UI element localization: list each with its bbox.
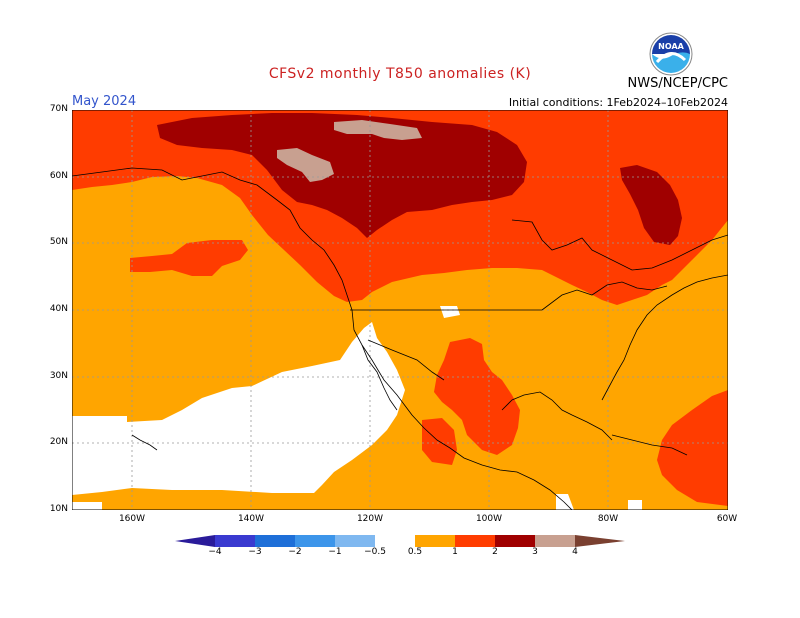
colorbar-seg-9 xyxy=(535,535,575,547)
agency-label: NWS/NCEP/CPC xyxy=(627,76,728,91)
lat-label-70n: 70N xyxy=(49,104,68,114)
colorbar-seg-3 xyxy=(295,535,335,547)
colorbar-label-4: 4 xyxy=(572,547,578,557)
colorbar-arrow-left xyxy=(175,535,215,547)
colorbar-seg-5 xyxy=(375,535,415,547)
colorbar-seg-6 xyxy=(415,535,455,547)
colorbar-label-1: 1 xyxy=(452,547,458,557)
lat-label-50n: 50N xyxy=(49,237,68,247)
lon-label-160w: 160W xyxy=(118,514,146,524)
map-title: CFSv2 monthly T850 anomalies (K) xyxy=(268,66,532,82)
colorbar-label-05: 0.5 xyxy=(407,547,423,557)
colorbar-label-neg3: −3 xyxy=(248,547,262,557)
anomaly-region-red-orange-caribbean xyxy=(657,390,728,506)
colorbar-label-neg1: −1 xyxy=(328,547,342,557)
noaa-logo-text: NOAA xyxy=(658,42,684,51)
anomaly-region-dark-red-labrador xyxy=(620,165,682,245)
colorbar-label-neg4: −4 xyxy=(208,547,222,557)
colorbar-arrow-right xyxy=(575,535,625,547)
colorbar-seg-4 xyxy=(335,535,375,547)
forecast-month: May 2024 xyxy=(72,94,137,109)
colorbar-seg-1 xyxy=(215,535,255,547)
lat-label-10n: 10N xyxy=(49,504,68,514)
colorbar-seg-7 xyxy=(455,535,495,547)
lat-label-40n: 40N xyxy=(49,304,68,314)
noaa-logo-icon: NOAA xyxy=(649,32,693,76)
lat-label-20n: 20N xyxy=(49,437,68,447)
anomaly-region-pink-brown-1 xyxy=(334,120,422,140)
anomaly-map xyxy=(72,110,728,510)
lon-label-60w: 60W xyxy=(716,514,738,524)
lon-label-120w: 120W xyxy=(356,514,384,524)
colorbar-label-2: 2 xyxy=(492,547,498,557)
anomaly-region-white-pacific-south xyxy=(72,502,102,510)
colorbar-label-3: 3 xyxy=(532,547,538,557)
anomaly-region-red-orange-pacific xyxy=(130,240,248,276)
lat-label-60n: 60N xyxy=(49,171,68,181)
anomaly-region-white-nevada xyxy=(440,306,460,318)
lon-label-80w: 80W xyxy=(597,514,619,524)
colorbar-seg-2 xyxy=(255,535,295,547)
colorbar-label-neg05: −0.5 xyxy=(364,547,386,557)
anomaly-region-white-colombia xyxy=(628,500,642,510)
anomaly-region-white-pacific xyxy=(72,322,405,495)
anomaly-region-red-orange-mexico xyxy=(434,338,520,455)
colorbar-seg-8 xyxy=(495,535,535,547)
anomaly-region-white-central-america xyxy=(556,494,574,510)
anomaly-region-dark-red-canada xyxy=(157,113,527,238)
anomaly-region-pink-brown-2 xyxy=(277,148,334,182)
lat-label-30n: 30N xyxy=(49,371,68,381)
colorbar-label-neg2: −2 xyxy=(288,547,302,557)
coastlines xyxy=(72,167,728,510)
colorbar xyxy=(175,535,625,547)
lon-label-100w: 100W xyxy=(475,514,503,524)
lon-label-140w: 140W xyxy=(237,514,265,524)
initial-conditions: Initial conditions: 1Feb2024–10Feb2024 xyxy=(508,96,728,109)
